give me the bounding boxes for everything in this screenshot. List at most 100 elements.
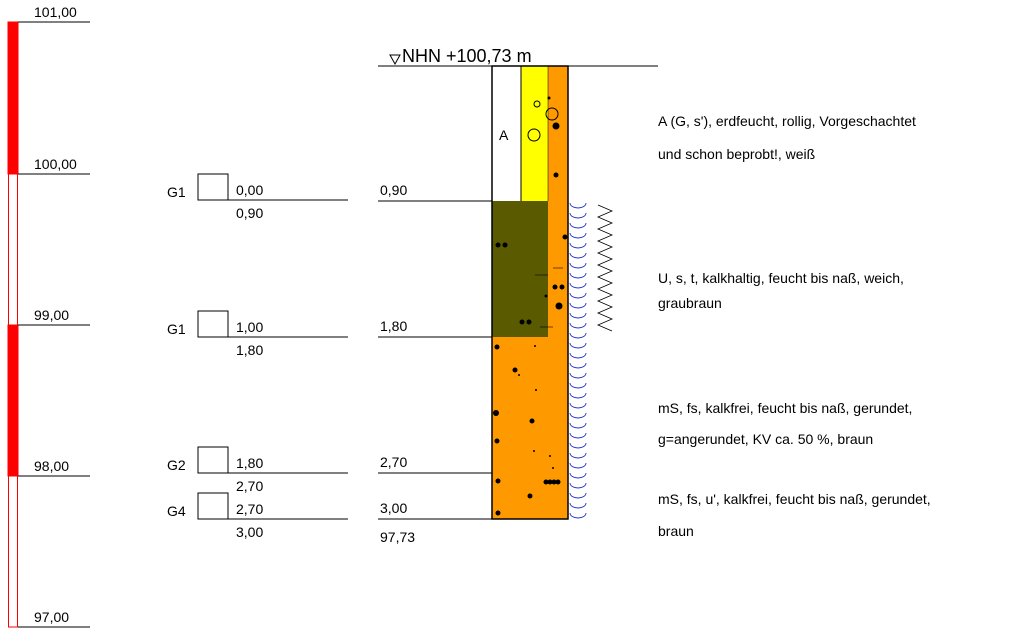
water-arc — [569, 492, 587, 499]
scale-label: 100,00 — [34, 156, 77, 172]
water-arc — [569, 402, 587, 409]
water-arc — [569, 232, 587, 239]
water-arc — [569, 502, 587, 509]
water-arc — [569, 262, 587, 269]
depth-label: 3,00 — [380, 500, 407, 516]
water-arc — [569, 282, 587, 289]
water-arc — [569, 372, 587, 379]
sample-bottom: 1,80 — [236, 342, 263, 358]
sample-top: 2,70 — [236, 501, 263, 517]
grain-dot — [553, 172, 559, 178]
grain-dot — [494, 344, 500, 350]
zigzag — [596, 204, 614, 332]
grain-dot — [502, 242, 508, 248]
layer-fill — [521, 66, 548, 201]
sample-bottom: 0,90 — [236, 205, 263, 221]
bar-segment — [7, 21, 19, 175]
water-arc — [569, 312, 587, 319]
layer-description: mS, fs, kalkfrei, feucht bis naß, gerund… — [658, 400, 912, 416]
water-arc — [569, 292, 587, 299]
water-arc — [569, 302, 587, 309]
water-arc — [569, 382, 587, 389]
water-arc — [569, 242, 587, 249]
grain-dot — [518, 374, 520, 376]
layer-description: U, s, t, kalkhaltig, feucht bis naß, wei… — [658, 270, 904, 286]
depth-label: 1,80 — [380, 318, 407, 334]
water-arc — [569, 512, 587, 519]
water-arc — [569, 222, 587, 229]
decoration — [493, 96, 587, 519]
grain-dot — [533, 450, 535, 452]
water-marker — [389, 54, 401, 66]
layer-description: und schon beprobt!, weiß — [658, 146, 815, 162]
bar-segment — [8, 475, 18, 628]
title: NHN +100,73 m — [402, 46, 532, 66]
sample-bottom: 2,70 — [236, 478, 263, 494]
column-border — [491, 65, 569, 520]
grain-dot — [544, 294, 548, 298]
water-arc — [569, 362, 587, 369]
depth-label: 0,90 — [380, 182, 407, 198]
symbol — [545, 107, 559, 121]
water-arc — [569, 422, 587, 429]
scale-label: 97,00 — [34, 609, 69, 625]
sample-box — [197, 446, 229, 474]
sample-box — [197, 492, 229, 520]
grain-dot — [552, 122, 560, 130]
layer-fill — [492, 201, 548, 337]
water-arc — [569, 272, 587, 279]
grain-dot — [494, 438, 500, 444]
sample-name: G2 — [167, 457, 186, 473]
bar-segment — [7, 324, 19, 477]
depth-label: 2,70 — [380, 454, 407, 470]
grain-dot — [562, 234, 568, 240]
sample-name: G1 — [167, 321, 186, 337]
grain-dot — [555, 302, 563, 310]
layer-description: braun — [658, 523, 694, 539]
water-arc — [569, 212, 587, 219]
base-elevation: 97,73 — [380, 529, 415, 545]
water-arc — [569, 252, 587, 259]
sample-box — [197, 310, 229, 338]
grain-dot — [555, 479, 561, 485]
grain-dot — [551, 479, 557, 485]
symbol — [527, 128, 541, 142]
layer-fill — [548, 201, 568, 337]
layer-fill — [548, 66, 568, 201]
grain-dot — [495, 242, 501, 248]
water-arc — [569, 442, 587, 449]
layer-description: g=angerundet, KV ca. 50 %, braun — [658, 431, 873, 447]
water-arc — [569, 462, 587, 469]
grain-dot — [495, 478, 501, 484]
scale-label: 99,00 — [34, 307, 69, 323]
grain-dot — [535, 389, 537, 391]
grain-dot — [526, 319, 532, 325]
grain-dot — [549, 455, 551, 457]
layer-fill — [492, 337, 568, 473]
scale-label: 101,00 — [34, 4, 77, 20]
scale-label: 98,00 — [34, 458, 69, 474]
sample-top: 0,00 — [236, 182, 263, 198]
sample-box — [197, 173, 229, 201]
water-arc — [569, 432, 587, 439]
grain-dot — [547, 96, 551, 100]
water-arc — [569, 342, 587, 349]
grain-dot — [519, 319, 525, 325]
grain-dot — [527, 493, 533, 499]
water-arc — [569, 482, 587, 489]
water-arc — [569, 412, 587, 419]
water-arc — [569, 322, 587, 329]
grain-dot — [543, 479, 549, 485]
grain-dot — [493, 410, 499, 416]
grain-dot — [559, 284, 565, 290]
water-arc — [569, 472, 587, 479]
water-arc — [569, 352, 587, 359]
sample-name: G1 — [167, 184, 186, 200]
grain-dot — [552, 284, 558, 290]
layer-fill — [492, 66, 521, 201]
water-arc — [569, 202, 587, 209]
column — [491, 65, 569, 520]
layer-description: A (G, s'), erdfeucht, rollig, Vorgeschac… — [658, 113, 916, 129]
